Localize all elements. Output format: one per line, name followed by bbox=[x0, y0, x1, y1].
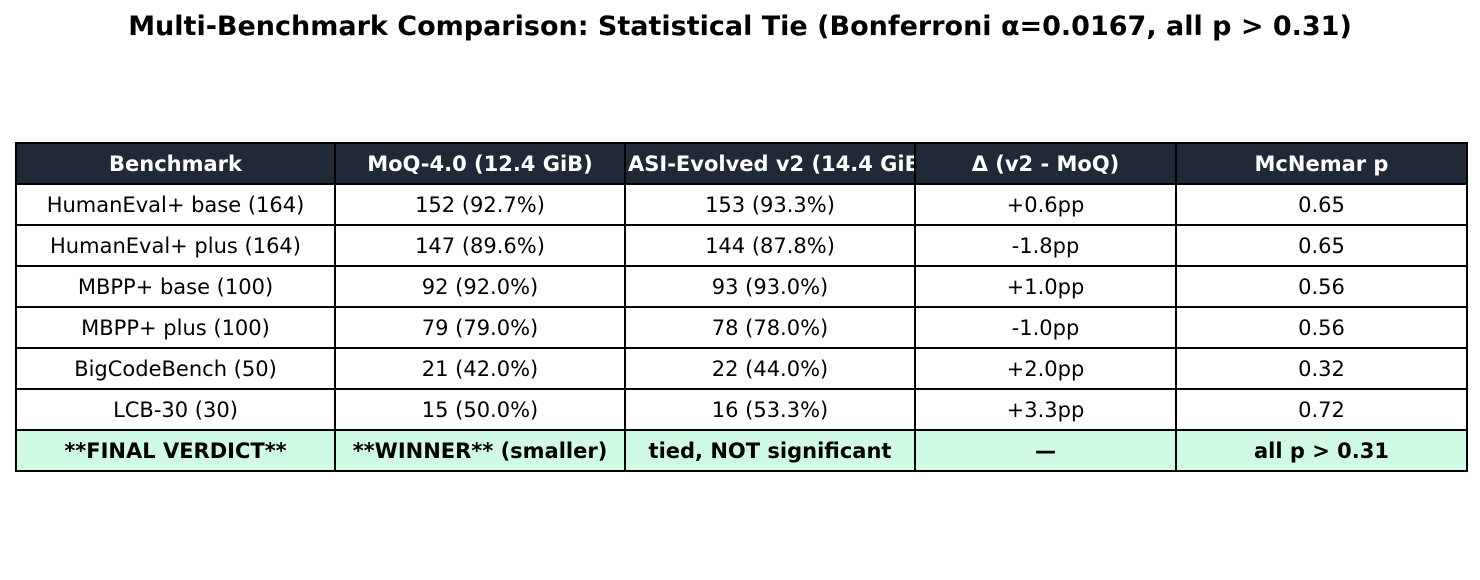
table-row-cell-moq: 21 (42.0%) bbox=[334, 347, 626, 390]
verdict-row-cell-asi-evolved: tied, NOT significant bbox=[624, 429, 916, 472]
table-row-cell-moq: 15 (50.0%) bbox=[334, 388, 626, 431]
header-row-cell-delta: Δ (v2 - MoQ) bbox=[914, 142, 1177, 185]
verdict-row-cell-benchmark: **FINAL VERDICT** bbox=[15, 429, 336, 472]
verdict-row: **FINAL VERDICT** **WINNER** (smaller) tie… bbox=[15, 429, 1468, 472]
table-row-cell-mcnemar-p: 0.32 bbox=[1175, 347, 1468, 390]
table-row: BigCodeBench (50) 21 (42.0%) 22 (44.0%) +2.… bbox=[15, 347, 1468, 390]
table-row-cell-delta: +2.0pp bbox=[914, 347, 1177, 390]
table-row-cell-benchmark: HumanEval+ base (164) bbox=[15, 183, 336, 226]
table-row-cell-benchmark: BigCodeBench (50) bbox=[15, 347, 336, 390]
table-row-cell-mcnemar-p: 0.72 bbox=[1175, 388, 1468, 431]
table-row-cell-moq: 92 (92.0%) bbox=[334, 265, 626, 308]
table-row-cell-asi-evolved: 144 (87.8%) bbox=[624, 224, 916, 267]
table-row-cell-benchmark: MBPP+ plus (100) bbox=[15, 306, 336, 349]
chart-title: Multi-Benchmark Comparison: Statistical … bbox=[128, 11, 1352, 42]
table-row-cell-asi-evolved: 153 (93.3%) bbox=[624, 183, 916, 226]
table-row-cell-benchmark: LCB-30 (30) bbox=[15, 388, 336, 431]
table-row-cell-delta: +1.0pp bbox=[914, 265, 1177, 308]
header-row-cell-asi-evolved: ASI-Evolved v2 (14.4 GiB) bbox=[624, 142, 916, 185]
table-row-cell-asi-evolved: 16 (53.3%) bbox=[624, 388, 916, 431]
header-row: Benchmark MoQ-4.0 (12.4 GiB) ASI-Evolved v… bbox=[15, 142, 1468, 185]
table-row-cell-moq: 147 (89.6%) bbox=[334, 224, 626, 267]
table-row-cell-moq: 152 (92.7%) bbox=[334, 183, 626, 226]
table-row-cell-delta: +0.6pp bbox=[914, 183, 1177, 226]
table-row-cell-benchmark: HumanEval+ plus (164) bbox=[15, 224, 336, 267]
table-row-cell-delta: -1.8pp bbox=[914, 224, 1177, 267]
header-row-cell-mcnemar-p: McNemar p bbox=[1175, 142, 1468, 185]
table-row-cell-asi-evolved: 93 (93.0%) bbox=[624, 265, 916, 308]
table-row-cell-mcnemar-p: 0.56 bbox=[1175, 265, 1468, 308]
table-row-cell-asi-evolved: 22 (44.0%) bbox=[624, 347, 916, 390]
table-row-cell-mcnemar-p: 0.65 bbox=[1175, 224, 1468, 267]
table-row: MBPP+ base (100) 92 (92.0%) 93 (93.0%) +1.0… bbox=[15, 265, 1468, 308]
verdict-row-cell-mcnemar-p: all p > 0.31 bbox=[1175, 429, 1468, 472]
table-row: MBPP+ plus (100) 79 (79.0%) 78 (78.0%) -1.0… bbox=[15, 306, 1468, 349]
table-row-cell-mcnemar-p: 0.65 bbox=[1175, 183, 1468, 226]
results-table: Benchmark MoQ-4.0 (12.4 GiB) ASI-Evolved v… bbox=[15, 142, 1468, 472]
header-row-cell-benchmark: Benchmark bbox=[15, 142, 336, 185]
table-row: HumanEval+ base (164) 152 (92.7%) 153 (93.… bbox=[15, 183, 1468, 226]
table-row: HumanEval+ plus (164) 147 (89.6%) 144 (87.… bbox=[15, 224, 1468, 267]
table-row-cell-delta: -1.0pp bbox=[914, 306, 1177, 349]
verdict-row-cell-moq: **WINNER** (smaller) bbox=[334, 429, 626, 472]
table-row-cell-moq: 79 (79.0%) bbox=[334, 306, 626, 349]
table-row: LCB-30 (30) 15 (50.0%) 16 (53.3%) +3.3pp 0.7… bbox=[15, 388, 1468, 431]
header-row-cell-moq: MoQ-4.0 (12.4 GiB) bbox=[334, 142, 626, 185]
table-row-cell-asi-evolved: 78 (78.0%) bbox=[624, 306, 916, 349]
table-row-cell-benchmark: MBPP+ base (100) bbox=[15, 265, 336, 308]
table-row-cell-delta: +3.3pp bbox=[914, 388, 1177, 431]
table-row-cell-mcnemar-p: 0.56 bbox=[1175, 306, 1468, 349]
verdict-row-cell-delta: — bbox=[914, 429, 1177, 472]
